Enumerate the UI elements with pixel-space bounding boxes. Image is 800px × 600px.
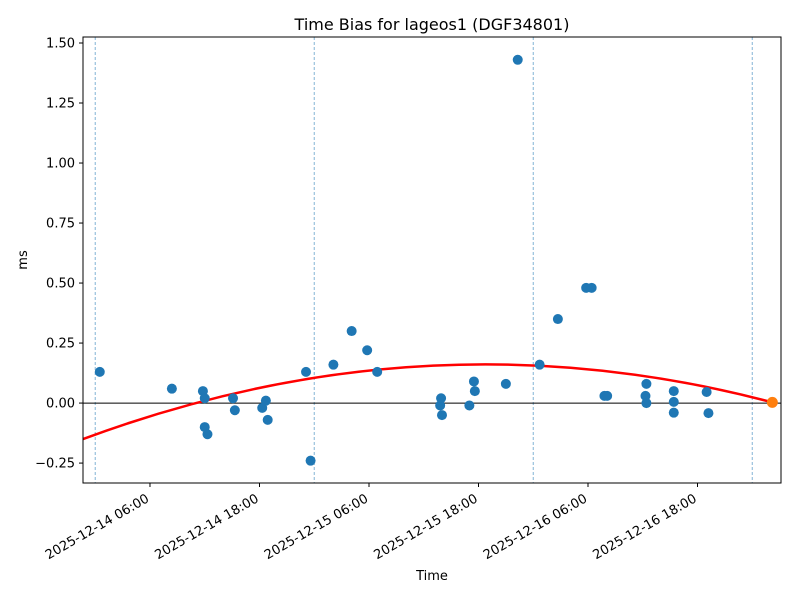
scatter-points	[94, 54, 778, 466]
time-bias-observations-point	[328, 359, 339, 370]
time-bias-observations-point	[468, 376, 479, 387]
time-bias-observations-point	[372, 366, 383, 377]
time-bias-observations-point	[641, 398, 652, 409]
plot-border	[82, 36, 782, 484]
y-tick-label: 0.50	[46, 277, 75, 292]
y-tick-label: −0.25	[35, 457, 75, 472]
time-bias-observations-point	[199, 393, 210, 404]
time-bias-observations-point	[552, 314, 563, 325]
time-bias-observations-point	[464, 400, 475, 411]
time-bias-observations-point	[668, 396, 679, 407]
time-bias-observations-point	[668, 386, 679, 397]
time-bias-observations-point	[586, 282, 597, 293]
y-tick-label: 0.75	[46, 217, 75, 232]
time-bias-observations-point	[228, 393, 239, 404]
time-bias-observations-point	[301, 366, 312, 377]
time-bias-observations-point	[512, 54, 523, 65]
time-bias-observations-point	[362, 345, 373, 356]
y-tick-label: 1.50	[46, 37, 75, 52]
time-bias-observations-point	[701, 387, 712, 398]
time-bias-observations-point	[305, 455, 316, 466]
time-bias-observations-point	[436, 393, 447, 404]
y-tick-label: 0.00	[46, 397, 75, 412]
time-bias-observations-point	[202, 429, 213, 440]
x-tick-label: 2025-12-15 18:00	[372, 491, 481, 563]
x-tick-label: 2025-12-16 06:00	[481, 491, 590, 563]
time-bias-observations-point	[262, 414, 273, 425]
x-tick-label: 2025-12-15 06:00	[262, 491, 371, 563]
time-bias-observations-point	[641, 378, 652, 389]
x-tick-label: 2025-12-14 18:00	[153, 491, 262, 563]
y-tick-label: 1.25	[46, 97, 75, 112]
fit-curve	[82, 363, 773, 441]
y-axis-label: ms	[16, 250, 31, 270]
x-tick-label: 2025-12-14 06:00	[43, 491, 152, 563]
latest-observation-point	[766, 396, 778, 408]
time-bias-observations-point	[534, 359, 545, 370]
chart-title: Time Bias for lageos1 (DGF34801)	[294, 15, 570, 34]
x-axis: 2025-12-14 06:00 2025-12-14 18:00 2025-12-…	[43, 483, 700, 563]
x-tick-label: 2025-12-16 18:00	[591, 491, 700, 563]
time-bias-observations-point	[602, 390, 613, 401]
x-axis-label: Time	[415, 569, 448, 584]
time-bias-observations-point	[500, 378, 511, 389]
time-bias-observations-point	[469, 386, 480, 397]
time-bias-observations-point	[166, 383, 177, 394]
time-bias-observations-point	[94, 366, 105, 377]
time-bias-observations-point	[668, 407, 679, 418]
day-separator-lines	[94, 37, 753, 483]
time-bias-observations-point	[260, 395, 271, 406]
time-bias-observations-point	[436, 410, 447, 421]
time-bias-observations-point	[229, 405, 240, 416]
time-bias-observations-point	[346, 326, 357, 337]
y-tick-label: 1.00	[46, 157, 75, 172]
y-tick-label: 0.25	[46, 337, 75, 352]
time-bias-observations-point	[703, 408, 714, 419]
y-axis: 1.50 1.25 1.00 0.75 0.50 0.25 0.00 −0.25	[35, 37, 83, 472]
